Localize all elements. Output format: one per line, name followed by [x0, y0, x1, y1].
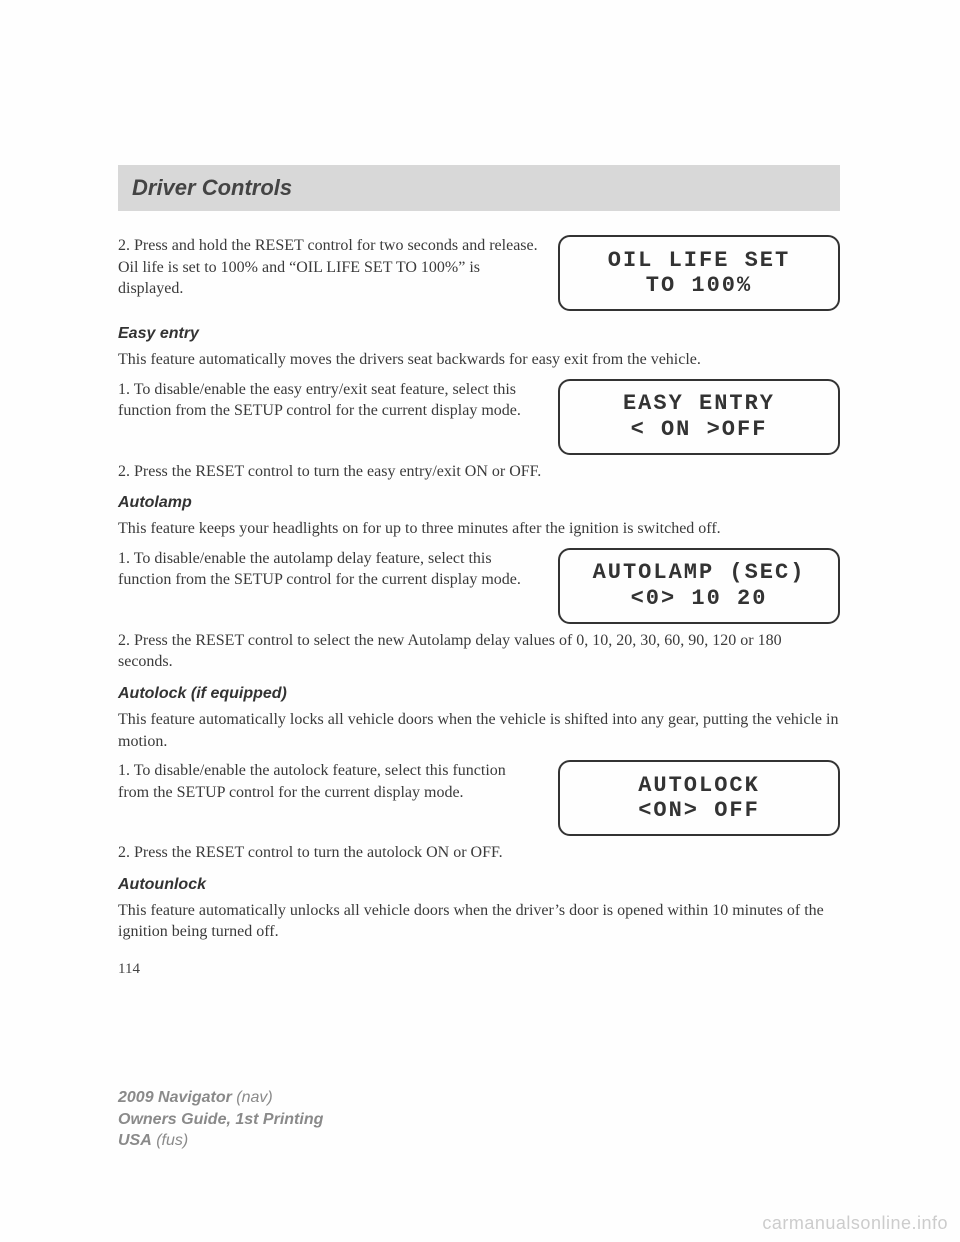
autolock-lcd-display: AUTOLOCK <ON> OFF — [558, 760, 840, 836]
section-header: Driver Controls — [118, 165, 840, 211]
lcd-line: OIL LIFE SET — [608, 248, 790, 273]
autolock-step2-text: 2. Press the RESET control to turn the a… — [118, 842, 840, 864]
easy-step2-text: 2. Press the RESET control to turn the e… — [118, 461, 840, 483]
footer-region-code: (fus) — [152, 1132, 188, 1149]
section-title: Driver Controls — [132, 175, 826, 201]
autolamp-intro: This feature keeps your headlights on fo… — [118, 518, 840, 540]
lcd-line: EASY ENTRY — [623, 391, 775, 416]
autolamp-step1-text: 1. To disable/enable the autolamp delay … — [118, 548, 540, 591]
footer-line1: 2009 Navigator (nav) — [118, 1087, 323, 1109]
easy-entry-intro: This feature automatically moves the dri… — [118, 349, 840, 371]
autolock-step1-text: 1. To disable/enable the autolock featur… — [118, 760, 540, 803]
footer-model: 2009 Navigator — [118, 1089, 232, 1106]
lcd-line: < ON >OFF — [631, 417, 768, 442]
page-content: Driver Controls 2. Press and hold the RE… — [0, 0, 960, 978]
autounlock-heading: Autounlock — [118, 876, 840, 894]
autolamp-step2-text: 2. Press the RESET control to select the… — [118, 630, 840, 673]
easy-entry-heading: Easy entry — [118, 325, 840, 343]
autolock-intro: This feature automatically locks all veh… — [118, 709, 840, 752]
oil-lcd-display: OIL LIFE SET TO 100% — [558, 235, 840, 311]
footer-line2: Owners Guide, 1st Printing — [118, 1109, 323, 1131]
autolamp-lcd-display: AUTOLAMP (SEC) <0> 10 20 — [558, 548, 840, 624]
page-number: 114 — [118, 961, 840, 978]
lcd-line: <0> 10 20 — [631, 586, 768, 611]
lcd-line: TO 100% — [646, 273, 752, 298]
footer-region: USA — [118, 1132, 152, 1149]
footer-block: 2009 Navigator (nav) Owners Guide, 1st P… — [118, 1087, 323, 1152]
autolock-heading: Autolock (if equipped) — [118, 685, 840, 703]
footer-model-code: (nav) — [232, 1089, 273, 1106]
oil-life-section: 2. Press and hold the RESET control for … — [118, 235, 840, 311]
lcd-line: AUTOLAMP (SEC) — [593, 560, 806, 585]
autounlock-intro: This feature automatically unlocks all v… — [118, 900, 840, 943]
autolamp-heading: Autolamp — [118, 494, 840, 512]
footer-line3: USA (fus) — [118, 1130, 323, 1152]
oil-step2-text: 2. Press and hold the RESET control for … — [118, 235, 540, 300]
lcd-line: AUTOLOCK — [638, 773, 760, 798]
easy-step1-text: 1. To disable/enable the easy entry/exit… — [118, 379, 540, 422]
lcd-line: <ON> OFF — [638, 798, 760, 823]
easy-lcd-display: EASY ENTRY < ON >OFF — [558, 379, 840, 455]
watermark-text: carmanualsonline.info — [762, 1213, 948, 1234]
